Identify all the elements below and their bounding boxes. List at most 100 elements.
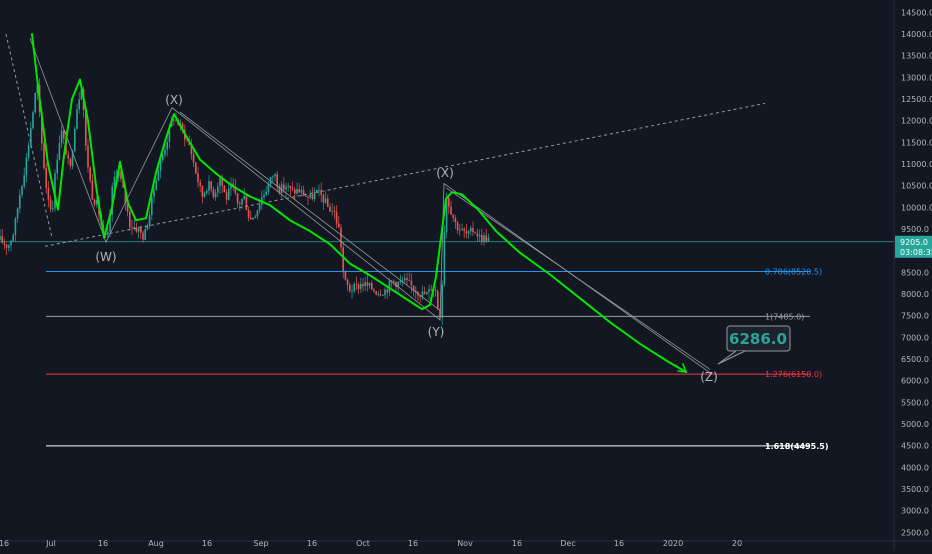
candle-body	[316, 189, 318, 193]
candle-body	[474, 232, 476, 234]
candle-body	[324, 198, 327, 203]
price-tag-value: 9205.0	[900, 238, 928, 247]
candle-body	[228, 188, 230, 200]
y-tick-label: 11000.0	[901, 160, 932, 169]
candle-body	[379, 294, 382, 296]
candle-body	[217, 186, 219, 193]
thin-trendline	[179, 111, 441, 311]
candle-body	[459, 230, 461, 231]
candle-body	[241, 198, 243, 205]
y-tick-label: 12000.0	[901, 117, 932, 126]
candle-body	[254, 216, 256, 218]
candle-body	[265, 191, 267, 195]
candle-body	[430, 289, 432, 291]
candle-body	[30, 128, 32, 146]
target-callout-value: 6286.0	[729, 330, 787, 348]
target-callout-pointer	[717, 350, 746, 365]
candle-body	[27, 145, 30, 158]
y-tick-label: 8000.0	[901, 290, 929, 299]
candle-body	[129, 211, 131, 228]
candle-body	[485, 235, 487, 242]
y-tick-label: 3000.0	[901, 507, 929, 516]
candle-body	[212, 189, 215, 198]
candle-body	[32, 112, 34, 129]
candle-body	[351, 291, 353, 293]
wave-label: (Z)	[700, 370, 718, 384]
candle-body	[373, 289, 375, 292]
candle-body	[199, 182, 201, 186]
candle-body	[465, 231, 468, 234]
candle-body	[140, 228, 142, 233]
candle-body	[173, 119, 175, 121]
candle-body	[263, 194, 265, 198]
candle-body	[428, 289, 430, 293]
candle-body	[124, 187, 127, 204]
candle-body	[333, 210, 336, 212]
candle-body	[67, 154, 69, 159]
y-tick-label: 10000.0	[901, 203, 932, 212]
candle-body	[219, 177, 221, 187]
candle-body	[133, 227, 135, 229]
candle-body	[69, 158, 72, 166]
y-tick-label: 14500.0	[901, 8, 932, 17]
candle-body	[221, 177, 223, 186]
thin-trendline	[445, 187, 711, 370]
candle-body	[335, 211, 338, 224]
y-tick-label: 4000.0	[901, 463, 929, 472]
candle-body	[113, 176, 116, 187]
candle-body	[283, 184, 285, 190]
candle-body	[23, 175, 25, 187]
x-tick-label: 16	[512, 539, 522, 548]
candle-body	[76, 109, 78, 129]
candle-body	[47, 188, 50, 200]
x-tick-label: 16	[98, 539, 108, 548]
candle-body	[146, 226, 149, 230]
candle-body	[309, 194, 311, 198]
y-tick-label: 14000.0	[901, 30, 932, 39]
candle-body	[327, 198, 329, 207]
candle-body	[43, 143, 45, 169]
candle-body	[311, 194, 314, 200]
candle-body	[155, 180, 157, 190]
candle-body	[71, 151, 74, 166]
candle-body	[186, 139, 188, 141]
candle-body	[364, 282, 366, 287]
y-tick-label: 10500.0	[901, 182, 932, 191]
candle-body	[34, 93, 36, 113]
candle-body	[214, 192, 217, 198]
candle-body	[210, 181, 212, 190]
candle-body	[371, 283, 373, 290]
candle-body	[276, 174, 278, 187]
y-tick-label: 12500.0	[901, 95, 932, 104]
candle-body	[445, 197, 448, 233]
candle-body	[8, 245, 10, 248]
candle-body	[153, 189, 155, 197]
candle-body	[415, 290, 417, 293]
candle-body	[287, 185, 289, 187]
candle-body	[239, 203, 241, 205]
candle-body	[175, 119, 177, 121]
candles	[0, 78, 490, 326]
candle-body	[54, 173, 56, 209]
candle-body	[203, 192, 206, 197]
wave-label: (X)	[436, 166, 454, 180]
candle-body	[395, 281, 397, 288]
candle-body	[302, 190, 305, 196]
candle-body	[296, 189, 298, 194]
y-tick-label: 11500.0	[901, 138, 932, 147]
candle-body	[56, 159, 58, 174]
candle-body	[252, 217, 254, 220]
candle-body	[16, 208, 19, 219]
candle-body	[294, 189, 296, 194]
candle-body	[388, 280, 391, 293]
projection-arrowhead	[677, 363, 688, 373]
fib-level-label: 1(7485.0)	[765, 312, 804, 321]
candle-body	[443, 232, 446, 285]
candle-body	[344, 271, 347, 280]
candle-body	[329, 206, 331, 212]
y-tick-label: 7000.0	[901, 333, 929, 342]
projection-path	[31, 33, 687, 373]
candle-body	[120, 170, 122, 180]
